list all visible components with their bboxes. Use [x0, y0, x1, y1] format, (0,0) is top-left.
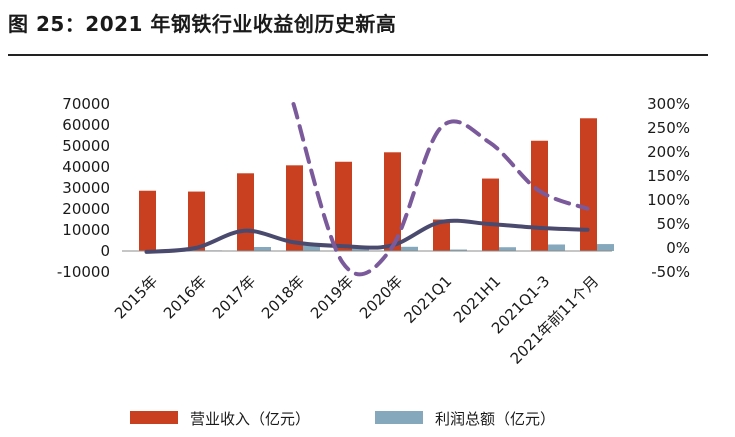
legend-label-profit: 利润总额（亿元）	[435, 410, 555, 428]
category-label: 2017年	[209, 272, 259, 322]
dashed-trend-line	[291, 102, 590, 277]
right-tick-label: 300%	[647, 95, 690, 113]
revenue-bar	[531, 140, 548, 251]
profit-bar	[597, 244, 614, 251]
right-tick-label: 150%	[647, 167, 690, 185]
revenue-bar	[286, 165, 303, 251]
legend-swatch-profit	[375, 411, 423, 424]
right-tick-label: 200%	[647, 143, 690, 161]
revenue-bar	[139, 190, 156, 251]
profit-bar	[548, 244, 565, 251]
revenue-bar	[433, 219, 450, 251]
left-tick-label: 30000	[62, 179, 110, 197]
profit-bar	[450, 249, 467, 251]
left-tick-label: 20000	[62, 200, 110, 218]
left-tick-label: 60000	[62, 116, 110, 134]
revenue-bar	[580, 118, 597, 251]
legend-swatch-revenue	[130, 411, 178, 424]
revenue-bar	[335, 161, 352, 251]
category-label: 2018年	[258, 272, 308, 322]
line-series	[144, 102, 590, 277]
revenue-bar	[384, 152, 401, 251]
left-tick-label: 70000	[62, 95, 110, 113]
right-tick-label: 250%	[647, 119, 690, 137]
category-label: 2020年	[356, 272, 406, 322]
title-divider	[8, 54, 708, 56]
left-tick-label: 50000	[62, 137, 110, 155]
category-label: 2015年	[111, 272, 161, 322]
left-tick-label: 10000	[62, 221, 110, 239]
left-tick-label: 40000	[62, 158, 110, 176]
left-tick-label: -10000	[57, 263, 110, 281]
left-tick-label: 0	[100, 242, 110, 260]
figure-title: 图 25：2021 年钢铁行业收益创历史新高	[8, 12, 397, 36]
bar-series	[139, 118, 614, 253]
revenue-bar	[482, 178, 499, 251]
solid-trend-line	[144, 218, 590, 254]
category-label: 2021Q1	[401, 272, 456, 327]
legend-label-revenue: 营业收入（亿元）	[190, 410, 310, 428]
right-axis-ticks: -50% 0% 50% 100% 150% 200% 250% 300%	[647, 95, 690, 281]
profit-bar	[303, 245, 320, 251]
profit-bar	[499, 247, 516, 251]
revenue-bar	[237, 173, 254, 251]
revenue-bar	[188, 191, 205, 251]
right-tick-label: 0%	[666, 239, 690, 257]
left-axis-ticks: -10000 0 10000 20000 30000 40000 50000 60000 700…	[57, 95, 110, 281]
right-tick-label: 50%	[657, 215, 690, 233]
category-label: 2021年前11个月	[507, 272, 603, 368]
category-label: 2019年	[307, 272, 357, 322]
category-label: 2016年	[160, 272, 210, 322]
right-tick-label: 100%	[647, 191, 690, 209]
right-tick-label: -50%	[651, 263, 690, 281]
legend: 营业收入（亿元） 利润总额（亿元）	[130, 410, 555, 428]
profit-bar	[401, 246, 418, 251]
profit-bar	[254, 247, 271, 251]
